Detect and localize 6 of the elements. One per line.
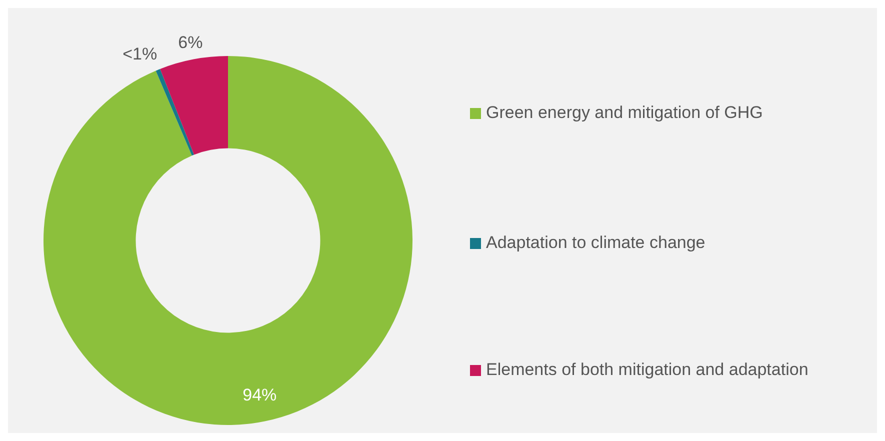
data-label: 94% [242,385,277,404]
data-label: <1% [122,44,158,64]
legend-label: Adaptation to climate change [486,233,706,253]
data-label: 6% [178,33,203,52]
legend-label: Green energy and mitigation of GHG [486,103,763,123]
legend-label: Elements of both mitigation and adaptation [486,360,808,380]
